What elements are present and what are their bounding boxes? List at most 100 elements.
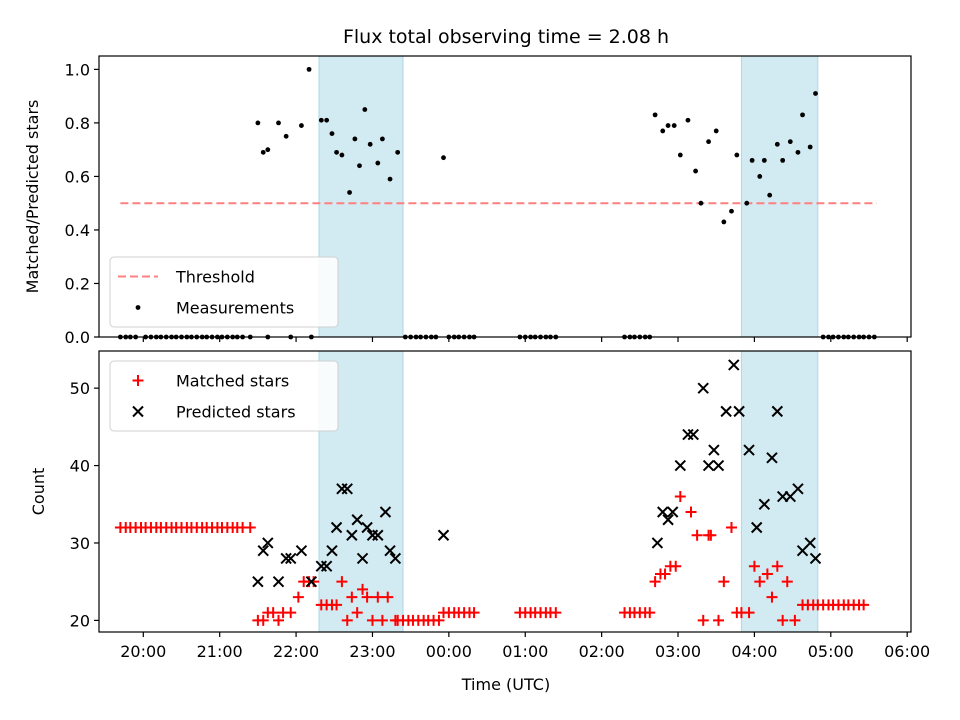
predicted-star-marker [437, 529, 450, 541]
matched-star-marker [366, 614, 378, 626]
matched-star-marker [743, 607, 755, 619]
measurement-point [721, 219, 727, 225]
legend-predicted-swatch [132, 405, 144, 418]
y-tick-label: 30 [70, 534, 90, 553]
y-tick-label: 50 [70, 379, 90, 398]
measurement-point [795, 149, 801, 155]
chart-title: Flux total observing time = 2.08 h [343, 26, 669, 48]
measurement-point [813, 91, 818, 96]
predicted-star-marker [305, 575, 318, 588]
matched-star-marker [718, 576, 730, 588]
y-tick-label: 0.8 [65, 114, 90, 133]
measurement-point [375, 160, 381, 166]
matched-star-marker [644, 607, 656, 619]
predicted-star-marker [285, 552, 297, 565]
measurement-point [757, 174, 763, 179]
matched-star-marker [292, 591, 304, 603]
legend-label: Predicted stars [176, 403, 296, 422]
predicted-star-marker [330, 521, 343, 534]
matched-star-marker [649, 576, 661, 588]
matched-star-marker [771, 560, 783, 572]
y-tick-label: 20 [70, 611, 90, 630]
measurement-point [774, 141, 780, 147]
measurement-point [698, 200, 704, 206]
predicted-star-marker [252, 575, 264, 588]
series-predicted-stars [252, 359, 822, 588]
measurement-point [339, 152, 345, 158]
measurement-point [329, 131, 335, 137]
x-axis-label: Time (UTC) [461, 675, 550, 694]
predicted-star-marker [257, 545, 269, 557]
legend-box [109, 256, 339, 328]
legend: Threshold Measurements [109, 256, 339, 328]
x-tick-label: 06:00 [884, 642, 930, 661]
matched-star-marker [748, 560, 760, 572]
measurement-point [652, 112, 658, 118]
matched-star-marker [713, 614, 725, 626]
measurement-point [347, 190, 352, 195]
measurement-point [357, 163, 362, 169]
predicted-star-marker [372, 529, 384, 541]
predicted-star-marker [379, 506, 392, 518]
matched-star-marker [754, 576, 766, 588]
matched-star-marker [674, 491, 686, 503]
legend-label: Matched stars [176, 372, 289, 391]
matched-star-marker [659, 568, 671, 580]
predicted-star-marker [389, 552, 402, 565]
measurement-point [807, 144, 813, 150]
predicted-star-marker [674, 459, 687, 472]
predicted-star-marker [809, 552, 822, 565]
predicted-star-marker [662, 514, 674, 526]
plot-frame [98, 350, 912, 633]
y-tick-label: 1.0 [65, 60, 90, 79]
measurement-point [749, 157, 755, 163]
predicted-star-marker [750, 521, 763, 534]
predicted-star-marker [766, 452, 778, 464]
measurement-point [729, 208, 734, 214]
measurement-point [265, 147, 271, 153]
matched-star-marker [468, 607, 480, 619]
measurement-point [744, 200, 750, 206]
predicted-star-marker [326, 545, 338, 557]
matched-star-marker [346, 591, 358, 603]
measurement-point [276, 120, 281, 126]
observing-window-span [740, 350, 819, 633]
x-tick-label: 23:00 [349, 642, 395, 661]
top-panel: 0.0 0.2 0.4 0.6 0.8 1.0 Matched/Predicted star… [23, 55, 912, 347]
measurement-point [367, 141, 373, 147]
predicted-star-marker [771, 405, 784, 418]
measurement-point [800, 112, 805, 118]
predicted-star-marker [702, 459, 715, 472]
predicted-star-marker [697, 382, 709, 394]
predicted-star-marker [743, 444, 755, 456]
measurement-point [395, 149, 401, 155]
observing-window-span [740, 55, 819, 338]
x-tick-label: 21:00 [197, 642, 243, 661]
y-tick-label: 0.6 [65, 167, 90, 186]
matched-star-marker [705, 529, 717, 541]
x-tick-label: 04:00 [731, 642, 777, 661]
matched-star-marker [550, 607, 562, 619]
matched-star-marker [351, 607, 363, 619]
y-tick-label: 0.0 [65, 328, 90, 347]
x-tick-label: 01:00 [502, 642, 548, 661]
measurement-point [260, 149, 266, 155]
x-tick-label: 03:00 [655, 642, 701, 661]
matched-star-marker [331, 599, 343, 611]
matched-star-marker [336, 576, 348, 588]
measurement-point [306, 66, 312, 72]
y-axis-label: Matched/Predicted stars [23, 100, 42, 294]
y-axis-label: Count [29, 468, 48, 516]
predicted-star-marker [361, 521, 373, 534]
matched-star-marker [670, 560, 682, 572]
measurement-point [283, 133, 289, 139]
legend-label: Measurements [176, 299, 294, 318]
measurement-point [324, 117, 330, 123]
measurement-point [334, 149, 339, 155]
measurement-point [706, 139, 711, 145]
y-tick-label: 0.4 [65, 221, 90, 240]
predicted-star-marker [758, 498, 771, 510]
y-tick-label: 0.2 [65, 274, 90, 293]
predicted-star-marker [280, 552, 292, 565]
